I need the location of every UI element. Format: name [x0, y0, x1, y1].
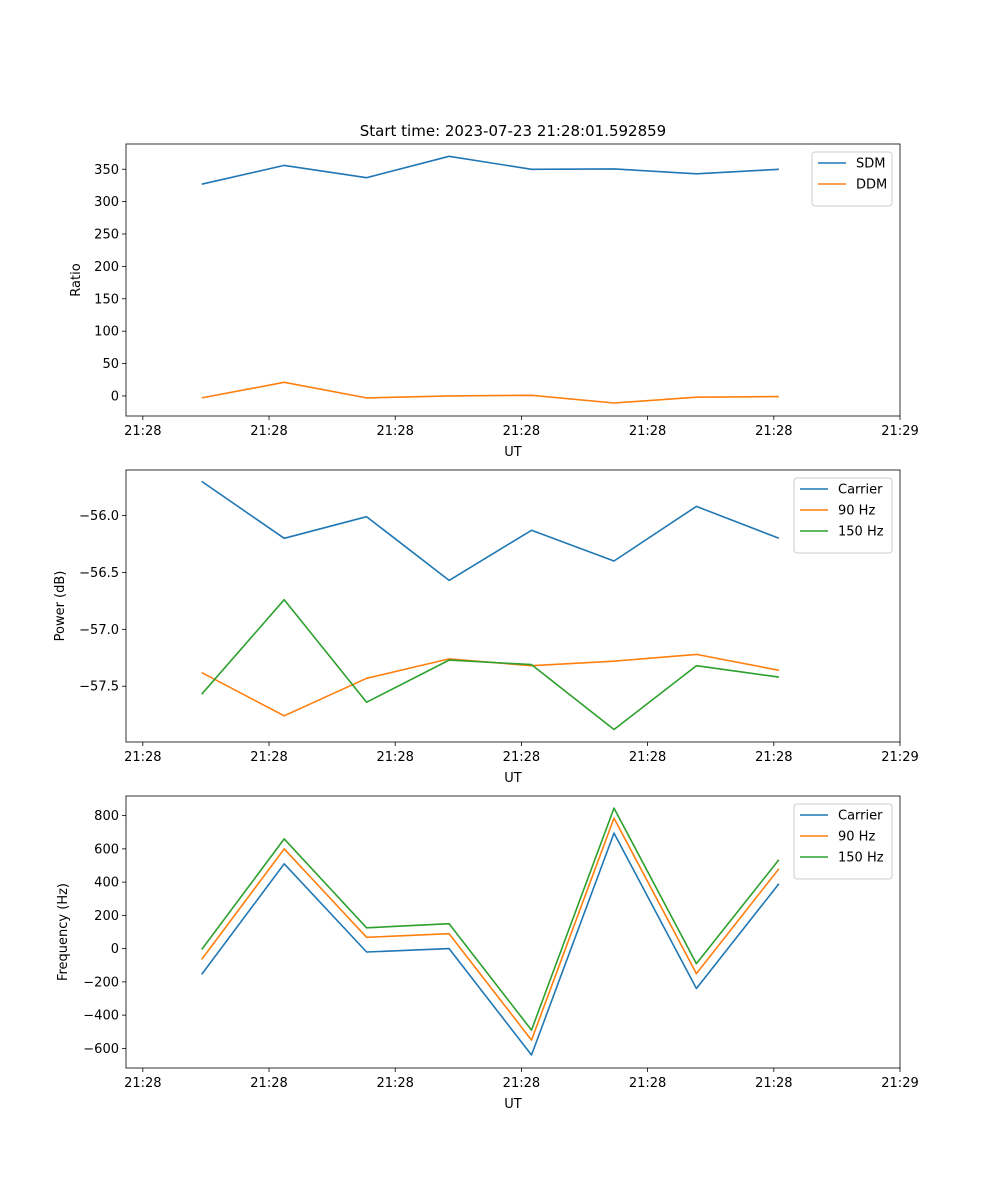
y-tick-label: 300: [94, 195, 119, 210]
series-line-carrier: [201, 480, 780, 582]
y-tick-label: 400: [94, 876, 119, 891]
x-tick-label: 21:29: [881, 424, 918, 439]
legend-label: Carrier: [838, 483, 883, 498]
y-tick-label: 800: [94, 809, 119, 824]
series-line-90-hz: [201, 817, 780, 1041]
y-tick-label: −57.5: [79, 680, 119, 695]
x-tick-label: 21:28: [124, 750, 161, 765]
legend-label: DDM: [856, 178, 887, 193]
x-axis-label: UT: [504, 771, 522, 786]
legend-label: 150 Hz: [838, 851, 884, 866]
legend: SDM DDM: [811, 151, 893, 207]
legend: Carrier 90 Hz 150 Hz: [793, 477, 893, 554]
x-tick-label: 21:28: [629, 750, 666, 765]
y-tick-label: 200: [94, 260, 119, 275]
y-axis-label: Ratio: [69, 263, 84, 296]
chart-3: 21:28 21:28 21:28 21:28 21:28 21:28 21:29 UT −60…: [56, 795, 919, 1112]
x-tick-label: 21:28: [755, 1076, 792, 1091]
series-line-150-hz: [201, 598, 780, 731]
x-tick-label: 21:28: [503, 750, 540, 765]
x-tick-label: 21:28: [250, 1076, 287, 1091]
legend-label: 90 Hz: [838, 830, 875, 845]
y-tick-label: 600: [94, 842, 119, 857]
legend: Carrier 90 Hz 150 Hz: [793, 803, 893, 880]
axes-frame: [125, 469, 901, 743]
y-tick-label: 150: [94, 292, 119, 307]
y-tick-label: −57.0: [79, 623, 119, 638]
series-line-150-hz: [201, 807, 780, 1031]
x-tick-label: 21:28: [503, 424, 540, 439]
y-tick-label: −56.5: [79, 566, 119, 581]
x-tick-label: 21:28: [376, 750, 413, 765]
legend-label: Carrier: [838, 809, 883, 824]
y-tick-label: −600: [83, 1042, 119, 1057]
x-tick-label: 21:29: [881, 750, 918, 765]
x-axis-label: UT: [504, 1097, 522, 1112]
series-line-90-hz: [201, 653, 780, 717]
x-tick-label: 21:28: [250, 750, 287, 765]
y-axis-label: Frequency (Hz): [56, 883, 71, 981]
legend-label: SDM: [856, 157, 885, 172]
axes-frame: [125, 795, 901, 1069]
chart-title: Start time: 2023-07-23 21:28:01.592859: [360, 122, 666, 140]
y-tick-label: −400: [83, 1009, 119, 1024]
y-tick-label: 250: [94, 228, 119, 243]
y-axis-label: Power (dB): [53, 571, 68, 642]
series-line-carrier: [201, 832, 780, 1056]
axes-frame: [125, 143, 901, 417]
x-tick-label: 21:28: [755, 424, 792, 439]
x-tick-label: 21:28: [124, 1076, 161, 1091]
y-tick-label: 0: [111, 942, 119, 957]
legend-label: 90 Hz: [838, 504, 875, 519]
x-tick-label: 21:29: [881, 1076, 918, 1091]
x-tick-label: 21:28: [629, 1076, 666, 1091]
y-tick-label: 50: [102, 357, 119, 372]
y-tick-label: −56.0: [79, 509, 119, 524]
x-tick-label: 21:28: [629, 424, 666, 439]
y-tick-label: 100: [94, 325, 119, 340]
legend-label: 150 Hz: [838, 525, 884, 540]
x-tick-label: 21:28: [376, 1076, 413, 1091]
x-tick-label: 21:28: [755, 750, 792, 765]
x-tick-label: 21:28: [376, 424, 413, 439]
series-line-sdm: [201, 155, 779, 185]
y-tick-label: 200: [94, 909, 119, 924]
y-tick-label: 0: [111, 389, 119, 404]
chart-2: 21:28 21:28 21:28 21:28 21:28 21:28 21:29 UT −57…: [53, 469, 919, 786]
x-axis-label: UT: [504, 445, 522, 460]
y-tick-label: 350: [94, 163, 119, 178]
x-tick-label: 21:28: [124, 424, 161, 439]
series-line-ddm: [201, 381, 779, 404]
legend-box: [811, 151, 893, 207]
x-tick-label: 21:28: [503, 1076, 540, 1091]
chart-1: Start time: 2023-07-23 21:28:01.592859 21…: [69, 122, 919, 460]
legend-box: [793, 477, 893, 554]
legend-box: [793, 803, 893, 880]
y-tick-label: −200: [83, 975, 119, 990]
x-tick-label: 21:28: [250, 424, 287, 439]
